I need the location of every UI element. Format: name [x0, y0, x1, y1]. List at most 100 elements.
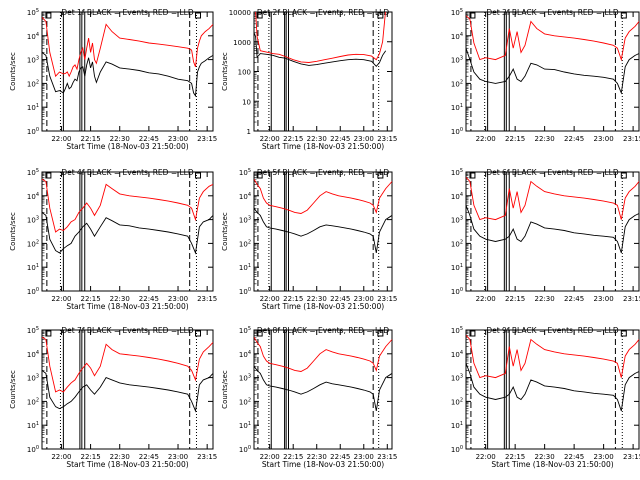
x-axis-label: Start Time (18-Nov-03 21:50:00) — [262, 302, 384, 311]
y-tick-label: 100 — [27, 127, 39, 136]
series-events-line — [466, 205, 639, 254]
detector-panel-6: 100 101 102 103 104 105 22:00 22:15 22:30 22:45 23… — [451, 168, 640, 303]
y-tick-label: 102 — [451, 79, 463, 88]
x-tick-label: 22:00 — [476, 453, 496, 461]
corner-square-marker — [256, 330, 263, 337]
y-axis-label: Counts/sec — [221, 370, 229, 409]
x-tick-label: 23:00 — [168, 453, 188, 461]
y-tick-label: 103 — [239, 216, 251, 225]
series-lld-line — [42, 336, 213, 393]
y-tick-label: 10 — [242, 98, 251, 106]
x-tick-label: 23:15 — [197, 295, 217, 303]
y-tick-label: 103 — [239, 374, 251, 383]
x-axis-label: Start Time (18-Nov-03 21:50:00) — [66, 142, 188, 151]
x-tick-label: 22:00 — [260, 453, 280, 461]
corner-square-marker — [377, 330, 384, 337]
x-tick-label: 23:15 — [623, 295, 640, 303]
x-tick-label: 22:30 — [307, 453, 327, 461]
y-tick-label: 100 — [27, 445, 39, 454]
y-tick-label: 103 — [451, 374, 463, 383]
y-tick-label: 105 — [451, 8, 463, 17]
y-tick-label: 101 — [27, 421, 39, 430]
x-tick-label: 22:45 — [139, 135, 159, 143]
y-tick-label: 100 — [451, 127, 463, 136]
y-tick-label: 102 — [239, 397, 251, 406]
y-tick-label: 102 — [27, 397, 39, 406]
panel-title: Det 8f BLACK = Events, RED = LLD — [257, 326, 390, 335]
corner-square-marker — [469, 12, 476, 19]
x-tick-label: 22:00 — [51, 453, 71, 461]
series-lld-line — [254, 178, 392, 214]
x-tick-label: 22:30 — [110, 135, 130, 143]
y-axis-label: Counts/sec — [221, 212, 229, 251]
y-tick-label: 103 — [451, 216, 463, 225]
x-tick-label: 22:00 — [260, 295, 280, 303]
series-events-line — [466, 363, 639, 412]
panel-title: Det 5f BLACK = Events, RED = LLD — [257, 168, 390, 177]
x-tick-label: 22:45 — [330, 453, 350, 461]
series-lld-line — [255, 12, 386, 63]
x-tick-label: 22:30 — [307, 295, 327, 303]
x-tick-label: 23:00 — [594, 453, 614, 461]
x-tick-label: 23:15 — [623, 453, 640, 461]
x-tick-label: 22:15 — [505, 295, 525, 303]
plot-frame — [465, 329, 640, 450]
x-tick-label: 22:45 — [139, 453, 159, 461]
x-tick-label: 22:00 — [51, 135, 71, 143]
y-tick-label: 104 — [27, 350, 39, 359]
y-tick-label: 100 — [451, 445, 463, 454]
x-tick-label: 22:00 — [260, 135, 280, 143]
y-tick-label: 101 — [451, 103, 463, 112]
y-tick-label: 103 — [451, 56, 463, 65]
y-tick-label: 104 — [451, 192, 463, 201]
x-tick-label: 23:15 — [377, 295, 397, 303]
x-tick-label: 22:30 — [535, 453, 555, 461]
detector-panel-2: 1 10 100 1000 10000 22:00 22:15 22:30 22:45 23:00… — [221, 8, 397, 151]
x-tick-label: 22:30 — [535, 135, 555, 143]
corner-square-marker — [256, 12, 263, 19]
x-tick-label: 22:30 — [535, 295, 555, 303]
corner-square-marker — [195, 330, 202, 337]
corner-square-marker — [620, 330, 627, 337]
x-tick-label: 22:00 — [476, 295, 496, 303]
y-tick-label: 102 — [239, 239, 251, 248]
y-tick-label: 101 — [27, 103, 39, 112]
x-tick-label: 23:00 — [354, 453, 374, 461]
x-tick-label: 22:45 — [564, 135, 584, 143]
plot-frame — [253, 11, 393, 132]
y-tick-label: 101 — [451, 263, 463, 272]
series-events-line — [42, 212, 213, 255]
x-tick-label: 22:15 — [505, 135, 525, 143]
y-tick-label: 101 — [451, 421, 463, 430]
x-axis-label: Start Time (18-Nov-03 21:50:00) — [66, 460, 188, 469]
series-events-line — [42, 370, 213, 413]
x-tick-label: 22:45 — [330, 295, 350, 303]
detector-panel-4: 100 101 102 103 104 105 22:00 22:15 22:30 22:45 23… — [9, 168, 217, 311]
series-events-line — [42, 52, 213, 98]
x-tick-label: 22:15 — [283, 453, 303, 461]
y-tick-label: 1 — [247, 128, 251, 136]
x-tick-label: 23:15 — [197, 453, 217, 461]
detector-panel-5: 100 101 102 103 104 105 22:00 22:15 22:30 22:45 23… — [221, 168, 397, 311]
y-tick-label: 104 — [239, 350, 251, 359]
y-tick-label: 105 — [27, 168, 39, 177]
corner-square-marker — [45, 172, 52, 179]
y-tick-label: 105 — [451, 168, 463, 177]
x-tick-label: 22:00 — [476, 135, 496, 143]
x-tick-label: 22:00 — [51, 295, 71, 303]
x-tick-label: 23:00 — [354, 135, 374, 143]
y-tick-label: 1000 — [233, 39, 251, 47]
detector-panel-8: 100 101 102 103 104 105 22:00 22:15 22:30 22:45 23… — [221, 326, 397, 469]
x-tick-label: 22:15 — [283, 135, 303, 143]
series-lld-line — [466, 334, 639, 379]
plot-frame — [465, 11, 640, 132]
y-tick-label: 102 — [27, 239, 39, 248]
x-tick-label: 22:15 — [80, 453, 100, 461]
plot-frame — [253, 329, 393, 450]
plot-frame — [41, 329, 214, 450]
y-tick-label: 101 — [239, 421, 251, 430]
x-tick-label: 22:15 — [283, 295, 303, 303]
series-events-line — [254, 365, 392, 411]
y-tick-label: 101 — [27, 263, 39, 272]
